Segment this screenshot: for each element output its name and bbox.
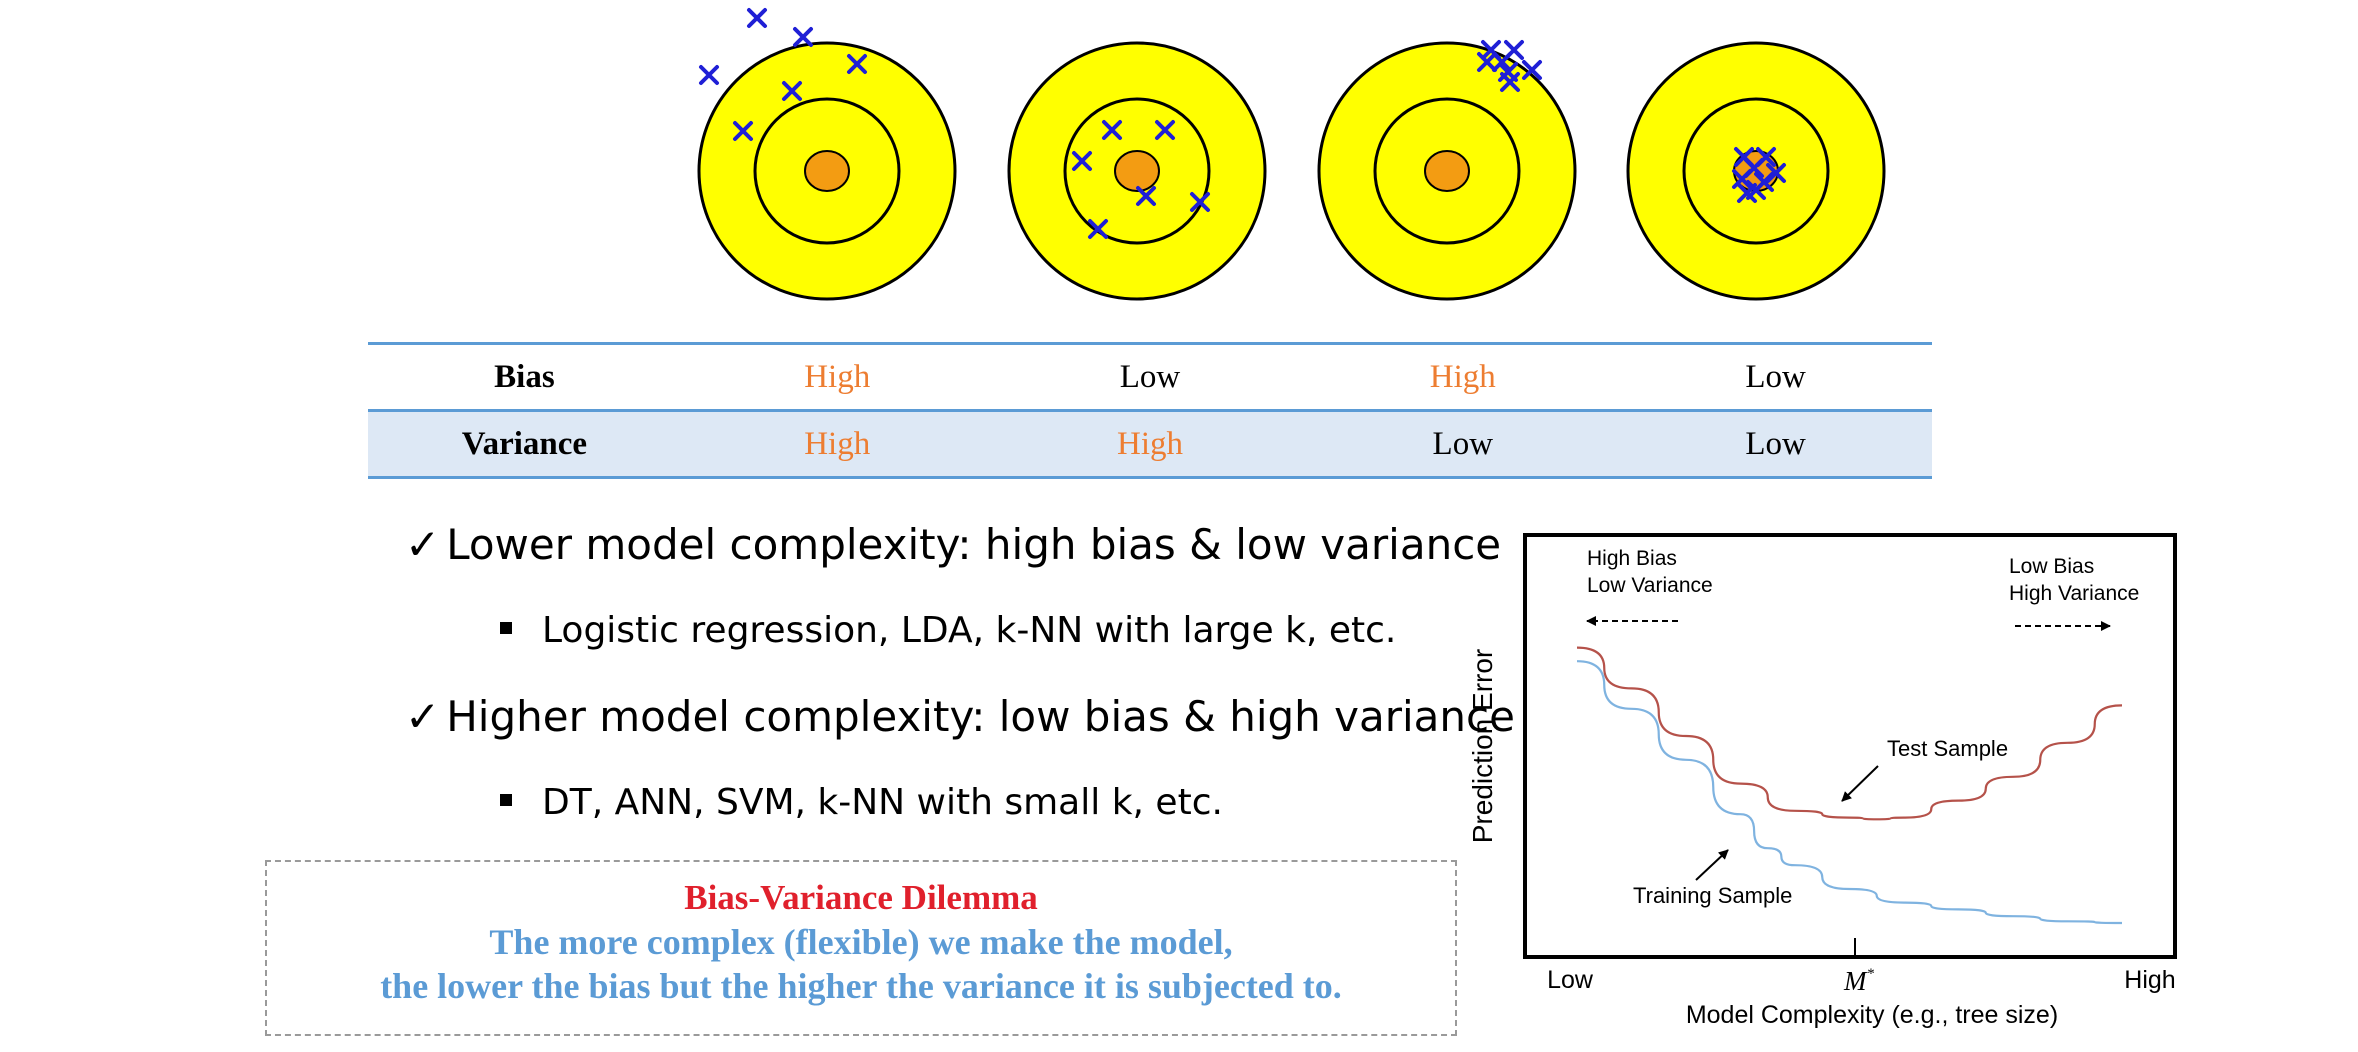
check-icon: ✓ (405, 520, 441, 569)
test-sample-arrow-icon (1841, 765, 1879, 802)
cross-icon (1072, 151, 1092, 171)
bullseye (1424, 150, 1470, 192)
cross-icon (699, 65, 719, 85)
variance-row-label: Variance (368, 410, 681, 479)
cross-icon (1492, 52, 1512, 72)
bias-cell-1: High (680, 342, 994, 412)
cross-icon (793, 27, 813, 47)
variance-cell-2: High (993, 410, 1307, 479)
x-label-low: Low (1547, 966, 1594, 994)
cross-icon (1522, 60, 1542, 80)
training-sample-arrow-icon (1695, 849, 1729, 881)
square-bullet-icon (500, 622, 512, 634)
cross-icon (1737, 183, 1757, 203)
prediction-error-chart: Prediction Error Model Complexity (e.g.,… (1467, 533, 2177, 1029)
test-sample-label: Test Sample (1887, 736, 2008, 761)
x-axis-label: Model Complexity (e.g., tree size) (1686, 1001, 2058, 1029)
dilemma-line-1: The more complex (flexible) we make the … (489, 922, 1233, 962)
sub-bullet-text: DT, ANN, SVM, k-NN with small k, etc. (542, 782, 1223, 823)
plot-frame (1523, 533, 2177, 959)
cross-icon (1477, 52, 1497, 72)
bullet-lower-complexity: ✓ Lower model complexity: high bias & low… (405, 520, 1501, 569)
right-annotation-line-1: Low Bias (2009, 555, 2094, 578)
cross-icon (747, 8, 767, 28)
bias-variance-table: Bias High Low High Low Variance High Hig… (368, 342, 1932, 479)
check-icon: ✓ (405, 692, 441, 741)
variance-row: Variance High High Low Low (368, 410, 1932, 479)
bias-variance-dilemma-box: Bias-Variance Dilemma The more complex (… (265, 860, 1457, 1036)
square-bullet-icon (500, 794, 512, 806)
bullseye (804, 150, 850, 192)
training-sample-label: Training Sample (1633, 883, 1792, 908)
cross-icon (1500, 72, 1520, 92)
m-star-label: M* (1843, 966, 1875, 996)
bias-row: Bias High Low High Low (368, 342, 1932, 412)
target-4 (1626, 41, 1886, 301)
bias-cell-4: Low (1619, 342, 1932, 412)
sub-bullet-text: Logistic regression, LDA, k-NN with larg… (542, 610, 1397, 651)
bullet-text: Higher model complexity: low bias & high… (446, 692, 1515, 741)
dilemma-title: Bias-Variance Dilemma (684, 878, 1038, 917)
target-3 (1317, 40, 1577, 301)
bias-cell-3: High (1306, 342, 1620, 412)
left-annotation-line-1: High Bias (1587, 547, 1677, 570)
right-annotation-line-2: High Variance (2009, 582, 2139, 605)
dilemma-line-2: the lower the bias but the higher the va… (380, 966, 1342, 1006)
inner-ring (1373, 97, 1521, 245)
sub-bullet-low-complexity-models: Logistic regression, LDA, k-NN with larg… (500, 610, 1396, 651)
y-axis-label: Prediction Error (1467, 649, 1498, 844)
cross-icon (733, 121, 753, 141)
test-sample-curve (1576, 646, 2123, 821)
cross-icon (782, 81, 802, 101)
cross-icon (1088, 219, 1108, 239)
cross-icon (1102, 120, 1122, 140)
target-2 (1007, 41, 1267, 301)
cross-icon (847, 54, 867, 74)
bias-variance-targets (697, 8, 1886, 301)
inner-ring (1682, 97, 1830, 245)
cross-icon (1136, 186, 1156, 206)
training-sample-curve (1576, 660, 2123, 925)
cross-icon (1155, 120, 1175, 140)
left-annotation-line-2: Low Variance (1587, 574, 1713, 597)
bullseye (1114, 150, 1160, 192)
bias-cell-2: Low (993, 342, 1307, 412)
sub-bullet-high-complexity-models: DT, ANN, SVM, k-NN with small k, etc. (500, 782, 1223, 823)
x-label-high: High (2124, 966, 2175, 994)
variance-cell-1: High (680, 410, 994, 479)
plot-curves (1576, 646, 2123, 925)
bullet-higher-complexity: ✓ Higher model complexity: low bias & hig… (405, 692, 1515, 741)
bullet-text: Lower model complexity: high bias & low … (446, 520, 1502, 569)
inner-ring (1063, 97, 1211, 245)
bias-row-label: Bias (368, 342, 681, 412)
cross-icon (1190, 192, 1210, 212)
target-1 (697, 8, 957, 301)
variance-cell-3: Low (1306, 410, 1620, 479)
cross-icon (1766, 163, 1786, 183)
inner-ring (753, 97, 901, 245)
cross-icon (1732, 169, 1752, 189)
variance-cell-4: Low (1619, 410, 1932, 479)
